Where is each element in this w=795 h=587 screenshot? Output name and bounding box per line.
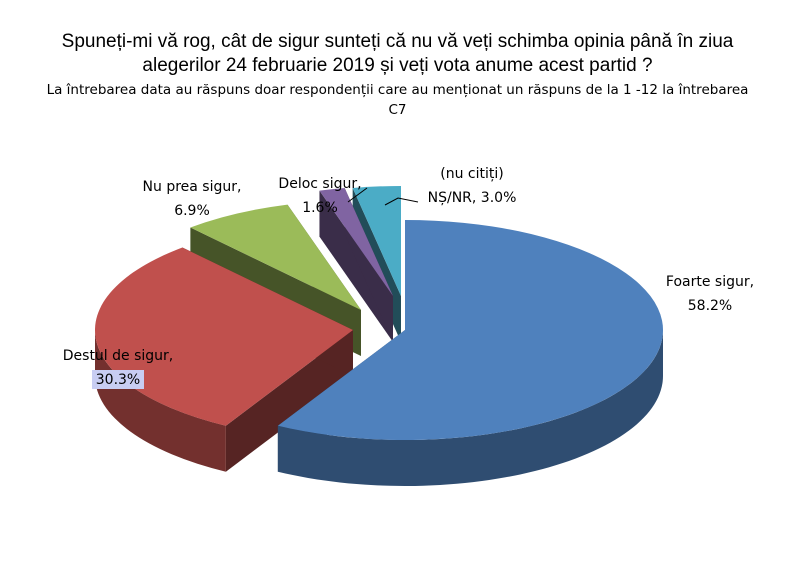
slice-label-1-name: Destul de sigur, [63, 348, 174, 364]
pie-slice-top [352, 186, 401, 296]
pie-slice-wall [319, 190, 393, 342]
slice-label-0-name: Foarte sigur, [666, 274, 754, 290]
leader-line-ns-nr [384, 197, 419, 206]
pie-slice-top [94, 247, 353, 426]
pie-slice-wall [225, 330, 353, 472]
slice-label-3-name: Deloc sigur, [278, 176, 361, 192]
pie-labels: Foarte sigur, 58.2% Destul de sigur, 30.3% N… [63, 166, 754, 389]
pie-slices [94, 186, 663, 486]
label-highlight [92, 370, 144, 389]
pie-slice-3 [319, 187, 393, 342]
pie-slice-top [319, 187, 393, 296]
slice-label-4-note: (nu citiți) [440, 166, 503, 182]
slice-label-0-label: 58.2% [688, 298, 732, 314]
pie-slice-rim [277, 330, 663, 486]
chart-subtitle: La întrebarea data au răspuns doar respo… [46, 82, 749, 118]
slice-label-2-name: Nu prea sigur, [143, 179, 242, 195]
pie-slice-top [190, 204, 361, 310]
slice-label-3-label: 1.6% [302, 200, 338, 216]
pie-slice-0 [277, 220, 663, 486]
pie-slice-1 [94, 247, 353, 472]
chart-title: Spuneți-mi vă rog, cât de sigur sunteți … [61, 31, 734, 76]
leader-line-deloc-sigur [347, 187, 368, 203]
pie-slice-top [277, 220, 663, 440]
slice-label-2-label: 6.9% [174, 203, 210, 219]
slice-label-4-namelabel: NȘ/NR, 3.0% [428, 190, 517, 206]
pie-slice-rim [95, 330, 226, 472]
slice-label-1-label: 30.3% [96, 372, 140, 388]
